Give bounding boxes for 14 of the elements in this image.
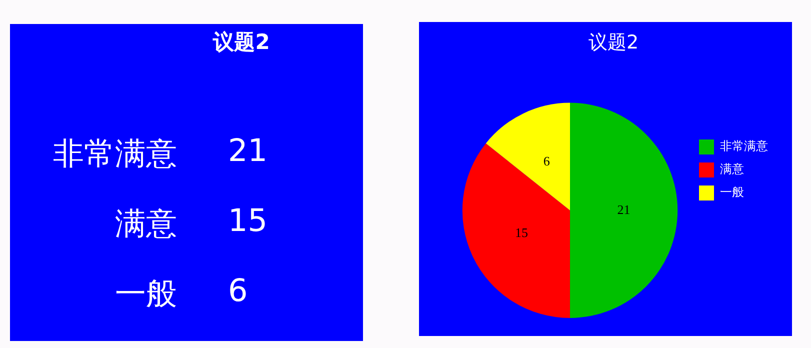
data-label: 21 xyxy=(617,202,630,217)
legend-label: 一般 xyxy=(720,185,744,200)
chart-title: 议题2 xyxy=(588,31,639,54)
data-label: 15 xyxy=(515,225,528,240)
legend-label: 非常满意 xyxy=(720,139,768,154)
data-label: 6 xyxy=(543,153,550,168)
data-label: 15 xyxy=(228,203,268,239)
category-label: 非常满意 xyxy=(53,135,177,174)
category-label: 满意 xyxy=(115,205,177,244)
legend-label: 满意 xyxy=(720,162,744,176)
data-label: 21 xyxy=(228,133,268,169)
text: 议题2 xyxy=(212,29,271,56)
data-label: 6 xyxy=(228,273,248,309)
category-label: 一般 xyxy=(115,275,177,314)
